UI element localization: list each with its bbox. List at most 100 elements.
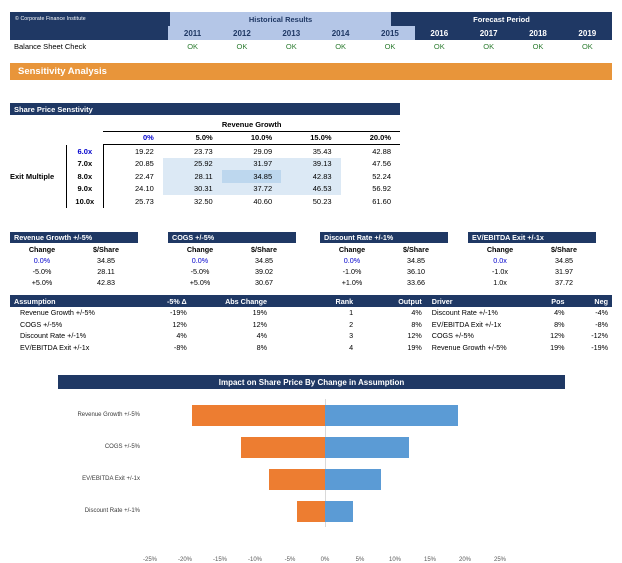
mini-row: 0.0% 34.85	[168, 255, 296, 266]
mini-row: +5.0% 30.67	[168, 277, 296, 288]
mini-change-0: 0.0%	[343, 256, 361, 265]
mini-header-row: Change $/Share	[10, 244, 138, 255]
mini-header-share: $/Share	[251, 245, 277, 254]
year-2012: 2012	[217, 26, 267, 40]
header-assumption: Assumption	[10, 295, 114, 307]
chart-x-tick: -5%	[284, 557, 296, 563]
sensitivity-analysis-banner: Sensitivity Analysis	[10, 63, 612, 80]
cell-1-0: 20.85	[102, 157, 163, 170]
mini-header-share: $/Share	[93, 245, 119, 254]
cell-driver: Revenue Growth +/-5%	[431, 342, 507, 352]
cell-pos: 12%	[550, 331, 565, 341]
mini-change-1: -5.0%	[190, 267, 210, 276]
mini-share-2: 37.72	[555, 278, 573, 287]
chart-bar-negative	[241, 437, 325, 458]
check-2019: OK	[581, 42, 593, 51]
matrix-row: Exit Multiple 8.0x 22.47 28.11 34.85 42.…	[10, 170, 400, 183]
sensitivity-matrix: Revenue Growth 0% 5.0% 10.0% 15.0% 20.0%…	[10, 118, 400, 208]
mini-change-2: +1.0%	[341, 278, 363, 287]
cell-delta: -8%	[173, 342, 187, 352]
chart-category-label: EV/EBITDA Exit +/-1x	[82, 476, 140, 482]
cell-delta: -19%	[169, 308, 187, 318]
cell-1-1: 25.92	[162, 157, 222, 170]
company-logo: © Corporate Finance Institute	[10, 12, 170, 26]
year-row: 2011 2012 2013 2014 2015 2016 2017 2018 …	[10, 26, 612, 40]
balance-sheet-check-row: Balance Sheet Check OK OK OK OK OK OK OK…	[10, 40, 612, 53]
cell-4-0: 25.73	[102, 195, 163, 208]
cell-0-4: 42.88	[372, 146, 391, 156]
cell-4-3: 50.23	[312, 196, 332, 206]
header-output: Output	[377, 295, 428, 307]
chart-title: Impact on Share Price By Change in Assum…	[58, 375, 565, 389]
cell-rank: 4	[349, 342, 354, 352]
chart-x-tick: -25%	[142, 557, 157, 563]
matrix-row: 10.0x 25.73 32.50 40.60 50.23 61.60	[10, 195, 400, 208]
col-header-3: 15.0%	[281, 131, 341, 145]
mini-share-0: 34.85	[555, 256, 573, 265]
cell-driver: EV/EBITDA Exit +/-1x	[431, 319, 502, 329]
table-row: EV/EBITDA Exit +/-1x -8% 8% 4 19% Revenu…	[10, 342, 612, 354]
chart-x-tick: -20%	[177, 557, 192, 563]
year-2014: 2014	[315, 26, 366, 40]
col-header-2: 10.0%	[221, 131, 282, 145]
cell-neg: -12%	[591, 331, 608, 341]
tornado-chart: Impact on Share Price By Change in Assum…	[10, 375, 612, 563]
mini-header-change: Change	[486, 245, 514, 254]
forecast-period-band: Forecast Period	[391, 12, 612, 26]
mini-share-0: 34.85	[407, 256, 425, 265]
cell-delta: 4%	[176, 331, 187, 341]
mini-row: -1.0x 31.97	[468, 266, 596, 277]
chart-x-tick: 15%	[423, 557, 436, 563]
cell-assumption: COGS +/-5%	[20, 319, 63, 329]
mini-row: +1.0% 33.66	[320, 277, 448, 288]
cell-neg: -19%	[591, 342, 608, 352]
cell-rank: 3	[349, 331, 354, 341]
check-2018: OK	[532, 42, 544, 51]
mini-row: -5.0% 28.11	[10, 266, 138, 277]
matrix-group-header-row: Revenue Growth	[10, 118, 400, 132]
mini-share-1: 28.11	[97, 267, 115, 276]
cell-3-4: 56.92	[372, 184, 391, 194]
mini-header-change: Change	[338, 245, 366, 254]
assumption-header-row: Assumption -5% Δ Abs Change Rank Output …	[10, 295, 612, 307]
mini-row: 0.0x 34.85	[468, 255, 596, 266]
row-header-2: 8.0x	[65, 170, 104, 183]
check-2013: OK	[285, 42, 297, 51]
mini-row: 0.0% 34.85	[10, 255, 138, 266]
chart-bar-negative	[297, 501, 325, 522]
cell-assumption: Revenue Growth +/-5%	[20, 308, 95, 318]
historical-results-band: Historical Results	[170, 12, 391, 26]
mini-change-2: 1.0x	[493, 278, 507, 287]
mini-title: COGS +/-5%	[168, 232, 296, 243]
cell-3-3: 46.53	[281, 182, 341, 195]
logo-spacer	[10, 26, 168, 40]
mini-table-discount-rate: Discount Rate +/-1% Change $/Share 0.0% …	[320, 232, 448, 288]
cell-neg: -4%	[595, 308, 608, 318]
mini-header-row: Change $/Share	[168, 244, 296, 255]
matrix-column-header-row: 0% 5.0% 10.0% 15.0% 20.0%	[10, 131, 400, 145]
cell-1-4: 47.56	[372, 159, 391, 169]
check-2012: OK	[236, 42, 248, 51]
header-pos: Pos	[526, 295, 571, 307]
col-header-0: 0%	[103, 131, 163, 145]
chart-x-tick: -15%	[212, 557, 227, 563]
cell-driver: COGS +/-5%	[431, 331, 474, 341]
header-band-row: © Corporate Finance Institute Historical…	[10, 12, 612, 26]
assumption-ranking-table: Assumption -5% Δ Abs Change Rank Output …	[10, 295, 612, 353]
cell-4-4: 61.60	[372, 196, 391, 206]
col-header-4: 20.0%	[340, 131, 400, 145]
chart-x-tick: 5%	[355, 557, 365, 563]
cell-2-2: 34.85	[221, 170, 282, 183]
chart-bar-positive	[325, 469, 381, 490]
chart-bar-positive	[325, 405, 458, 426]
header-rank: Rank	[295, 295, 378, 307]
mini-title: Revenue Growth +/-5%	[10, 232, 138, 243]
matrix-row: 7.0x 20.85 25.92 31.97 39.13 47.56	[10, 157, 400, 170]
cell-pos: 8%	[554, 319, 565, 329]
chart-category-label: COGS +/-5%	[104, 444, 140, 450]
cell-output: 19%	[407, 342, 422, 352]
mini-share-1: 36.10	[407, 267, 425, 276]
chart-x-tick: -10%	[247, 557, 262, 563]
mini-row: 1.0x 37.72	[468, 277, 596, 288]
